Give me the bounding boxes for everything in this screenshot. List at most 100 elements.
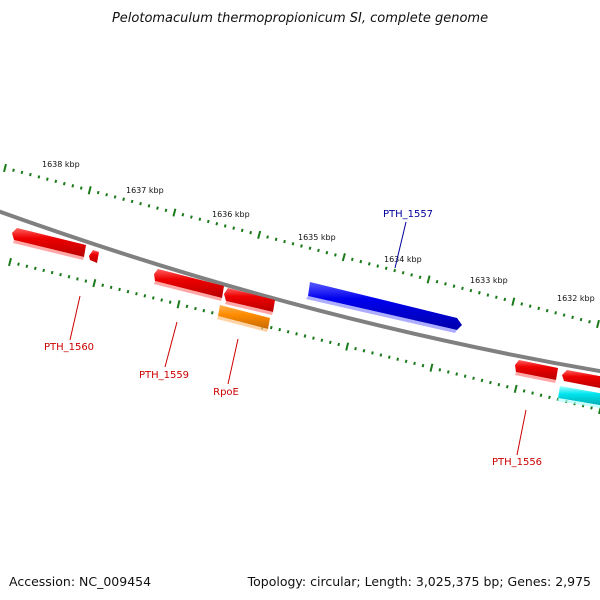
tick-outer-56 [479,291,480,294]
tick-outer-70 [597,320,599,328]
tick-outer-24 [208,220,209,223]
tick-inner-17 [153,297,154,300]
tick-inner-56 [482,379,483,382]
tick-outer-44 [377,265,378,268]
tick-inner-48 [414,362,415,365]
tick-inner-19 [170,301,171,304]
tick-inner-33 [288,330,289,333]
tick-inner-44 [381,354,382,357]
tick-outer-33 [284,240,285,243]
tick-outer-47 [403,271,404,274]
tick-inner-62 [532,392,533,395]
tick-inner-9 [86,280,87,283]
tick-outer-58 [496,296,497,299]
tick-outer-52 [445,282,446,285]
map-title: Pelotomaculum thermopropionicum SI, comp… [112,11,488,26]
tick-outer-1 [13,169,14,172]
tick-outer-19 [166,209,167,212]
gene-PTH_1560-b[interactable] [89,250,99,263]
tick-inner-34 [296,332,297,335]
tick-inner-43 [372,352,373,355]
tick-outer-29 [250,231,251,234]
tick-inner-11 [102,284,103,287]
tick-outer-36 [310,247,311,250]
tick-outer-22 [191,216,192,219]
tick-inner-47 [406,360,407,363]
label-PTH_1556[interactable]: PTH_1556 [492,457,542,468]
tick-inner-61 [524,390,525,393]
tick-inner-52 [448,371,449,374]
leader-PTH_1559 [165,322,177,367]
tick-inner-20 [178,300,180,308]
tick-outer-6 [55,180,56,183]
gene-PTH_1555[interactable] [562,370,600,389]
tick-inner-57 [490,381,491,384]
scale-label-1638: 1638 kbp [42,160,80,169]
tick-inner-55 [473,377,474,380]
tick-inner-18 [161,299,162,302]
tick-outer-42 [360,260,361,263]
tick-outer-41 [352,258,353,261]
tick-inner-1 [18,263,19,266]
tick-outer-65 [555,311,556,314]
tick-inner-31 [271,326,272,329]
tick-outer-28 [242,229,243,232]
label-PTH_1560[interactable]: PTH_1560 [44,342,94,353]
tick-inner-5 [52,271,53,274]
tick-inner-21 [187,305,188,308]
scale-label-1635: 1635 kbp [298,233,336,242]
tick-inner-24 [212,311,213,314]
tick-inner-0 [9,258,11,266]
tick-outer-53 [454,285,455,288]
tick-outer-5 [47,178,48,181]
label-RpoE[interactable]: RpoE [213,387,239,398]
tick-outer-21 [183,213,184,216]
tick-inner-49 [423,364,424,367]
tick-outer-26 [225,225,226,228]
tick-outer-60 [512,298,514,306]
tick-inner-12 [111,286,112,289]
tick-outer-25 [216,222,217,225]
accession-text: Accession: NC_009454 [9,574,151,589]
tick-inner-7 [69,275,70,278]
tick-outer-62 [530,305,531,308]
tick-outer-68 [581,318,582,321]
tick-outer-32 [276,238,277,241]
tick-outer-18 [157,207,158,210]
scale-label-1637: 1637 kbp [126,186,164,195]
tick-outer-16 [140,202,141,205]
tick-outer-45 [386,267,387,270]
tick-inner-10 [93,279,95,287]
tick-inner-13 [119,288,120,291]
tick-inner-46 [397,358,398,361]
gene-PTH_1560[interactable] [12,228,86,260]
tick-outer-2 [22,171,23,174]
tick-outer-12 [106,193,107,196]
tick-outer-57 [488,294,489,297]
tick-outer-7 [64,182,65,185]
tick-inner-3 [35,267,36,270]
leader-PTH_1560 [70,296,80,340]
tick-inner-35 [305,335,306,338]
tick-inner-14 [128,290,129,293]
tick-inner-59 [507,385,508,388]
tick-outer-0 [4,164,6,172]
tick-outer-34 [293,242,294,245]
label-PTH_1559[interactable]: PTH_1559 [139,370,189,381]
tick-inner-15 [136,292,137,295]
tick-outer-55 [471,289,472,292]
tick-inner-41 [355,347,356,350]
tick-outer-14 [123,198,124,201]
tick-inner-32 [279,328,280,331]
tick-inner-60 [515,385,517,393]
tick-outer-9 [81,187,82,190]
tick-outer-43 [369,262,370,265]
tick-outer-59 [504,298,505,301]
gene-cyan[interactable] [557,386,600,409]
tick-inner-8 [77,278,78,281]
tick-outer-35 [301,245,302,248]
scale-labels: 1638 kbp 1637 kbp 1636 kbp 1635 kbp 1634… [42,160,595,303]
tick-outer-61 [521,303,522,306]
tick-outer-10 [89,186,91,194]
label-PTH_1557[interactable]: PTH_1557 [383,209,433,220]
